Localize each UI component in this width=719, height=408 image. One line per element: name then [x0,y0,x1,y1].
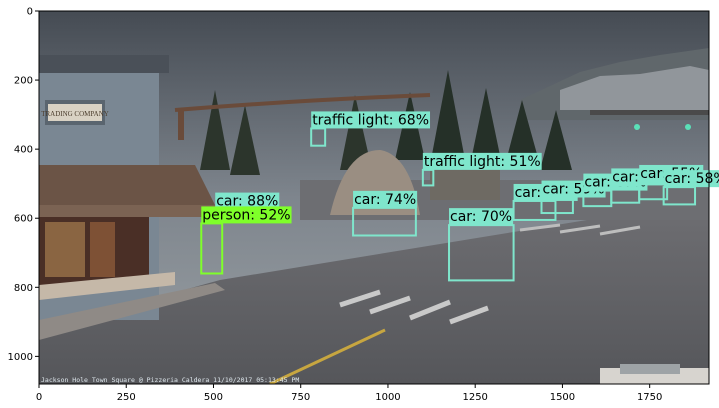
detection-label: car: 58% [665,171,719,187]
y-tick-label: 800 [14,283,33,294]
detection-label-bg [449,208,514,226]
y-tick-label: 1000 [8,352,33,363]
detection: car: 74% [352,190,418,237]
y-tick-label: 600 [14,214,33,225]
x-tick-label: 750 [291,392,310,403]
x-tick-label: 1000 [375,392,400,403]
x-tick-label: 0 [36,392,42,403]
detection-overlays: traffic light: 68% traffic light: 51% car:… [200,111,719,282]
detection-label-bg [215,192,280,210]
detection: car: 70% [448,208,515,282]
x-tick-label: 250 [117,392,136,403]
detection: person: 52% [200,206,292,275]
detection-label-bg [422,152,542,170]
y-tick-label: 0 [27,7,33,18]
detection-label: traffic light: 51% [424,154,541,170]
detection-label: person: 52% [202,207,290,223]
detection-label-bg [663,170,719,188]
detection-label: car: 74% [354,192,416,208]
photo-caption: Jackson Hole Town Square @ Pizzeria Cald… [41,376,299,384]
plot-frame [38,10,710,385]
x-axis: 0 250 500 750 1000 1250 1500 1750 [36,384,662,403]
detection-label-bg [311,111,431,129]
svg-text:TRADING COMPANY: TRADING COMPANY [41,110,109,118]
detection: car: 58% [662,170,719,206]
x-tick-label: 500 [204,392,223,403]
detection-label: car: 70% [450,209,512,225]
detection-label: car: 88% [216,194,278,210]
detection-label-bg [201,206,292,224]
x-tick-label: 1500 [550,392,575,403]
y-axis: 0 200 400 600 800 1000 [8,7,39,363]
y-tick-label: 200 [14,76,33,87]
y-tick-label: 400 [14,145,33,156]
detection: traffic light: 51% [421,152,542,187]
detection-label-bg [353,190,418,208]
x-tick-label: 1250 [462,392,487,403]
detection-label: traffic light: 68% [312,112,429,128]
detection: car: 88% [214,192,280,220]
x-tick-label: 1750 [637,392,662,403]
detection: traffic light: 68% [310,111,431,147]
